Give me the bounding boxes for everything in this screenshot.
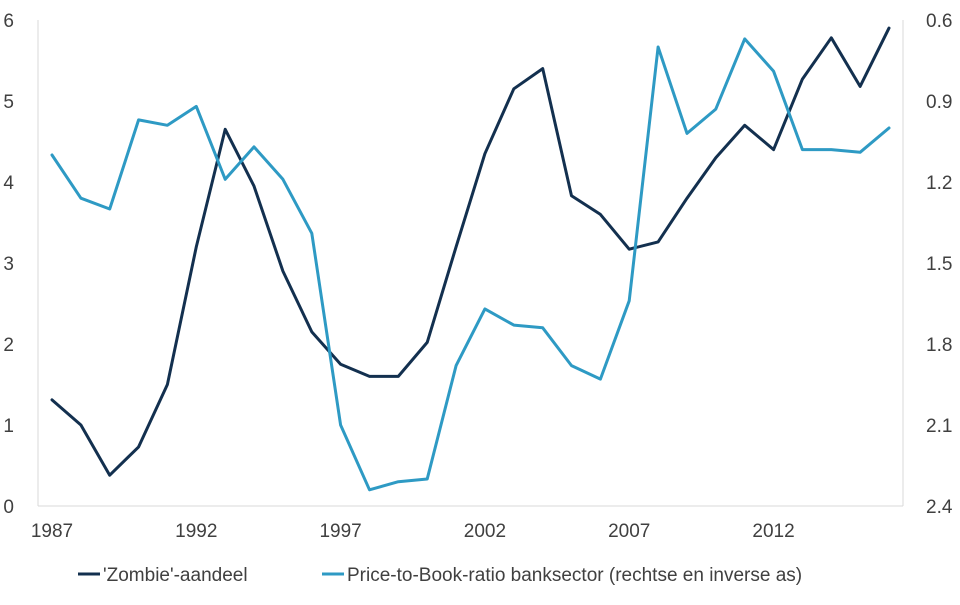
series-lines [50, 26, 891, 492]
left-tick-label: 3 [3, 254, 14, 275]
legend: 'Zombie'-aandeel Price-to-Book-ratio ban… [78, 565, 802, 586]
right-tick-label: 0.6 [926, 11, 952, 32]
right-axis-ticks: 0.6 0.9 1.2 1.5 1.8 2.1 2.4 [926, 11, 953, 518]
x-tick-label: 1987 [31, 521, 73, 542]
left-axis-ticks: 0 1 2 3 4 5 6 [3, 11, 14, 518]
left-tick-label: 4 [3, 173, 14, 194]
legend-label-price-to-book: Price-to-Book-ratio banksector (rechtse … [347, 565, 802, 586]
axes [37, 20, 904, 507]
series-line-zombie [50, 26, 891, 477]
x-tick-label: 2012 [752, 521, 794, 542]
x-tick-label: 2007 [608, 521, 650, 542]
legend-label-zombie: 'Zombie'-aandeel [103, 565, 248, 586]
right-tick-label: 1.5 [926, 254, 952, 275]
left-tick-label: 5 [3, 92, 14, 113]
right-tick-label: 1.2 [926, 173, 952, 194]
right-tick-label: 0.9 [926, 92, 952, 113]
x-axis-ticks: 1987 1992 1997 2002 2007 2012 [31, 521, 795, 542]
left-tick-label: 2 [3, 335, 14, 356]
right-tick-label: 2.1 [926, 416, 952, 437]
left-tick-label: 1 [3, 416, 14, 437]
left-tick-label: 6 [3, 11, 14, 32]
right-tick-label: 1.8 [926, 335, 952, 356]
left-tick-label: 0 [3, 497, 14, 518]
x-tick-label: 2002 [464, 521, 506, 542]
x-tick-label: 1992 [175, 521, 217, 542]
right-tick-label: 2.4 [926, 497, 953, 518]
x-tick-label: 1997 [319, 521, 361, 542]
series-line-price-to-book [50, 37, 891, 492]
